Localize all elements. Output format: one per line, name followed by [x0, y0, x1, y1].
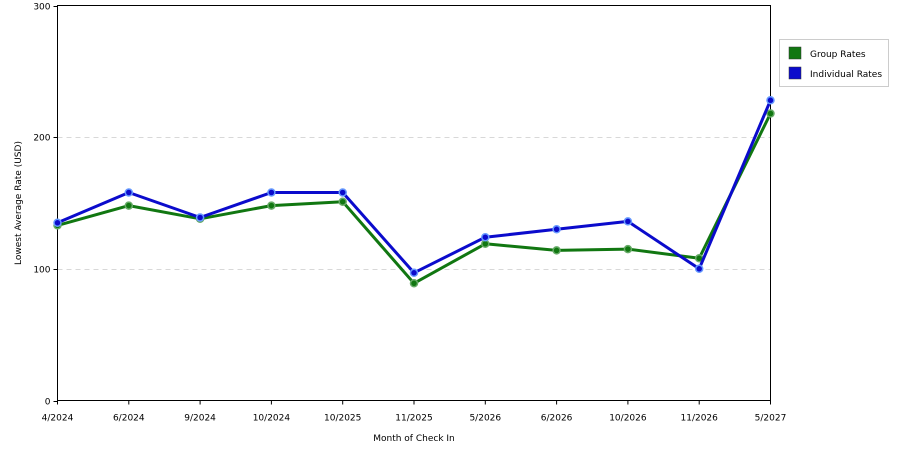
x-tick-label: 9/2024 — [184, 414, 216, 424]
x-tick-label: 11/2025 — [395, 414, 432, 424]
series-line-group-rates — [56, 112, 772, 285]
legend: Group Rates Individual Rates — [779, 39, 889, 87]
data-point-group-rates — [124, 201, 134, 210]
y-tick-label: 300 — [33, 3, 50, 13]
legend-swatch-group-rates — [788, 46, 802, 60]
series-line-individual-rates — [56, 98, 772, 275]
x-tick-label: 11/2026 — [681, 414, 719, 424]
data-point-individual-rates — [195, 213, 205, 222]
legend-label-group-rates: Group Rates — [810, 50, 866, 60]
data-point-group-rates — [623, 244, 633, 254]
x-tick-label: 5/2027 — [755, 414, 787, 424]
x-tick-label: 5/2026 — [469, 414, 501, 424]
x-ticks: 4/2024 6/2024 9/2024 10/2024 10/2025 11/2025 5… — [42, 400, 787, 424]
data-point-individual-rates — [552, 225, 561, 234]
data-point-individual-rates — [53, 218, 62, 228]
series — [53, 96, 775, 288]
x-tick-label: 10/2025 — [324, 414, 361, 424]
data-point-individual-rates — [694, 264, 704, 274]
x-tick-label: 4/2024 — [42, 414, 74, 424]
data-point-individual-rates — [338, 188, 347, 197]
data-point-individual-rates — [766, 96, 775, 105]
legend-swatch-individual-rates — [788, 66, 802, 80]
x-tick-label: 10/2026 — [609, 414, 647, 424]
data-point-group-rates — [338, 197, 347, 206]
legend-label-individual-rates: Individual Rates — [810, 70, 882, 80]
y-axis-label: Lowest Average Rate (USD) — [14, 141, 24, 265]
data-point-individual-rates — [481, 232, 490, 242]
data-point-group-rates — [409, 279, 419, 288]
data-point-group-rates — [267, 201, 276, 210]
plot-frame — [57, 5, 771, 401]
axes — [57, 5, 771, 401]
data-point-group-rates — [552, 246, 561, 255]
x-axis-label: Month of Check In — [373, 434, 455, 444]
y-tick-label: 100 — [33, 266, 50, 276]
x-tick-label: 6/2026 — [541, 414, 573, 424]
gridlines — [57, 137, 771, 270]
data-point-group-rates — [766, 109, 775, 118]
y-ticks: 0 100 200 300 — [33, 3, 58, 408]
y-tick-label: 0 — [45, 398, 51, 408]
data-point-individual-rates — [267, 188, 276, 197]
data-point-individual-rates — [124, 188, 134, 197]
data-point-individual-rates — [409, 268, 419, 278]
x-tick-label: 6/2024 — [113, 414, 145, 424]
data-point-individual-rates — [623, 217, 633, 226]
x-tick-label: 10/2024 — [253, 414, 291, 424]
y-tick-label: 200 — [33, 134, 50, 144]
